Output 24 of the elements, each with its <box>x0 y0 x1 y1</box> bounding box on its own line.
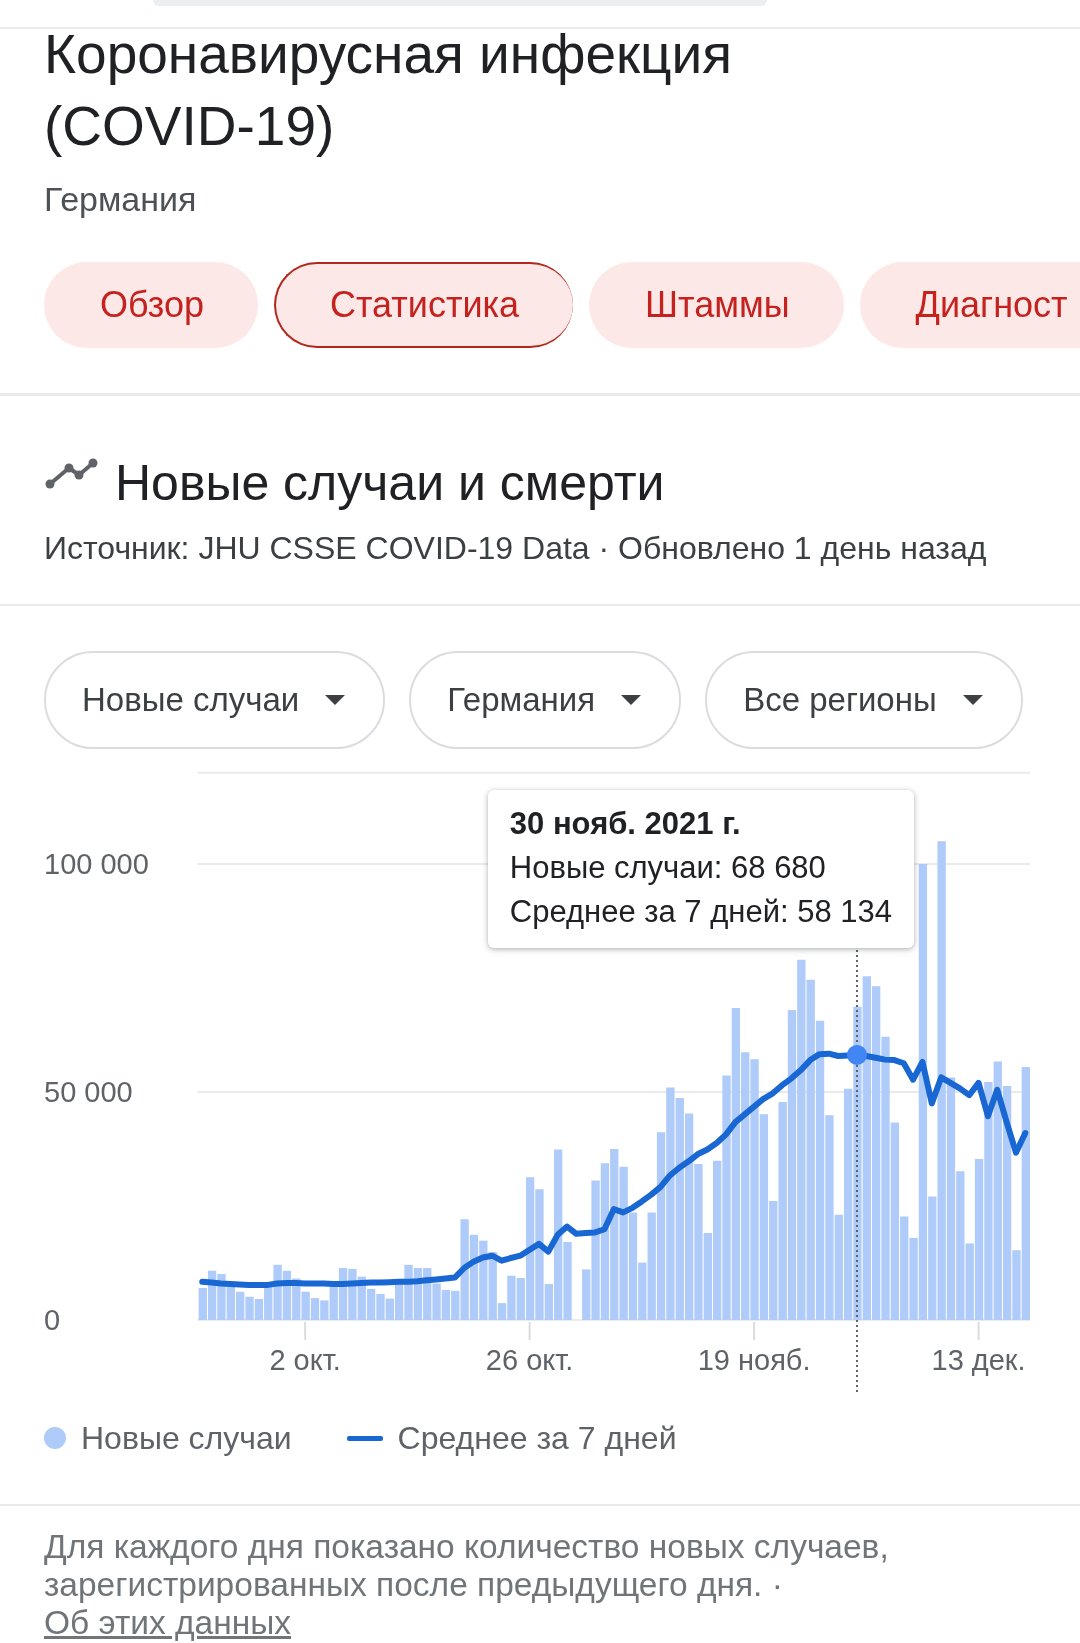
x-tick-label: 2 окт. <box>269 1344 341 1376</box>
y-tick-label: 50 000 <box>44 1076 133 1108</box>
text: Об этих данных <box>44 1604 292 1641</box>
tooltip: 30 нояб. 2021 г. Новые случаи: 68 680 Среднее за 7 дней: 58 134 <box>487 790 914 948</box>
dropdown: Все регионы <box>705 651 1023 749</box>
x-tick-label: 26 окт. <box>485 1344 574 1376</box>
tab: Обзор <box>44 262 258 348</box>
tab: Статистика <box>274 262 574 348</box>
chart-title: Новые случаи и смерти <box>115 455 665 511</box>
tab: Диагност <box>859 262 1080 348</box>
x-tick-label: 13 дек. <box>931 1344 1026 1376</box>
legend-label: Среднее за 7 дней <box>397 1419 677 1456</box>
y-tick-label: 0 <box>44 1304 61 1336</box>
annotation: 30 нояб. 2021 г. Новые случаи: 68 680 Среднее за 7 дней: 58 134 <box>509 806 892 929</box>
dropdown: Новые случаи <box>44 651 386 749</box>
legend-label: Новые случаи <box>81 1419 292 1456</box>
text: Германия <box>44 180 197 218</box>
dropdown: Германия <box>409 651 682 749</box>
x-tick-label: 19 нояб. <box>697 1344 811 1376</box>
chart-subtitle: Источник: JHU CSSE COVID-19 Data · Обновлено 1 день назад <box>44 530 987 566</box>
y-tick-label: 100 000 <box>44 848 149 880</box>
tab: Штаммы <box>589 262 844 348</box>
text: Для каждого дня показано количество новых случаев, зарегистрированных после предыдущего дня. · <box>44 1528 889 1603</box>
text: Коронавирусная инфекция (COVID-19) <box>44 23 733 157</box>
